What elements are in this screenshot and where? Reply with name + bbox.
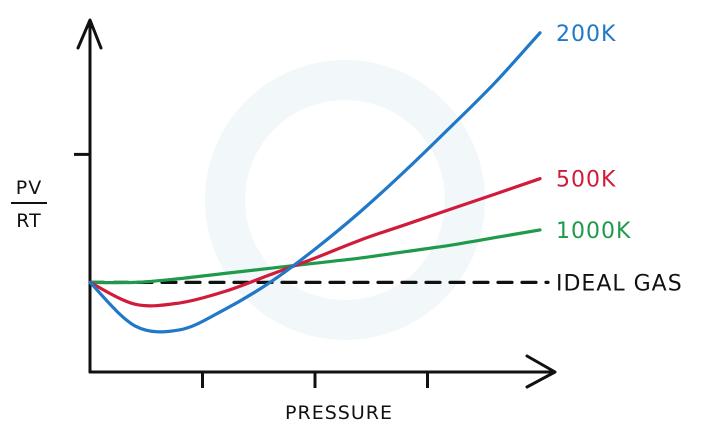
axes bbox=[76, 18, 557, 389]
series-label-200k: 200K bbox=[556, 22, 616, 47]
x-axis-arrowhead bbox=[525, 354, 557, 389]
series-line-1000k bbox=[88, 228, 542, 285]
x-axis-label: PRESSURE bbox=[285, 402, 393, 424]
series-line-200k bbox=[88, 31, 542, 334]
y-axis-label-denominator: RT bbox=[16, 210, 41, 232]
y-axis-label-numerator: PV bbox=[16, 177, 42, 199]
series-label-500k: 500K bbox=[556, 168, 616, 193]
watermark-logo bbox=[205, 60, 485, 340]
series-label-1000k: 1000K bbox=[556, 219, 631, 244]
series-label-ideal-gas: IDEAL GAS bbox=[556, 271, 683, 296]
y-axis-arrowhead bbox=[76, 18, 103, 50]
series-line-500k bbox=[88, 177, 542, 308]
